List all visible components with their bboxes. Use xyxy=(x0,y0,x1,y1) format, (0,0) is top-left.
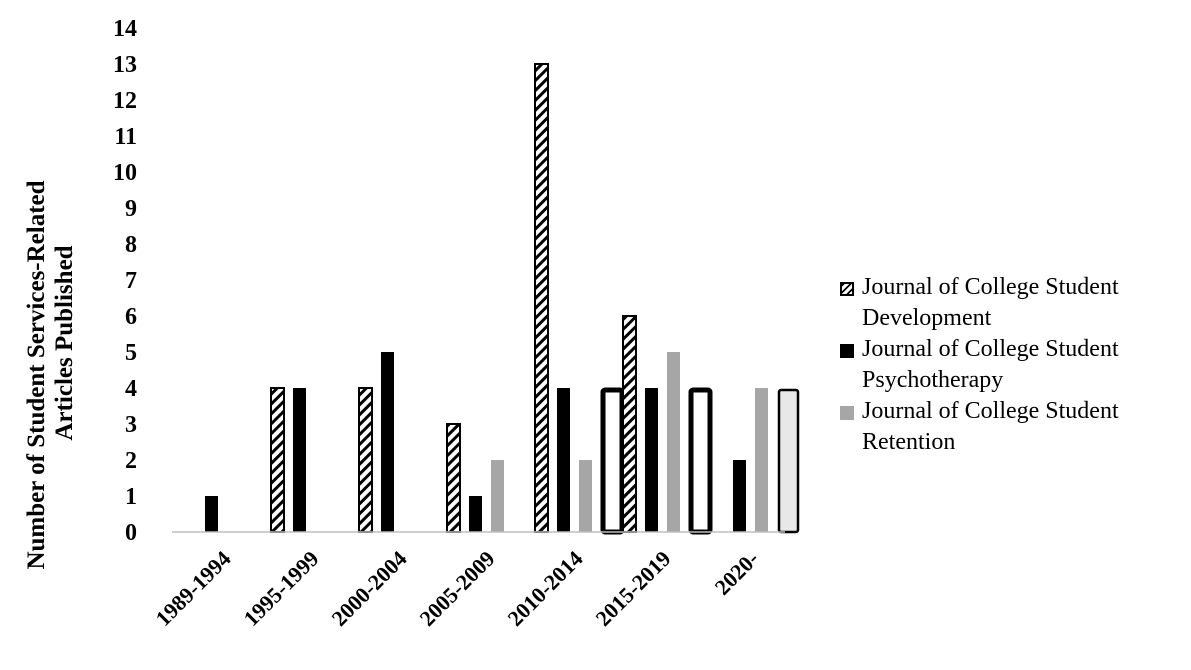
x-tick-label: 2000-2004 xyxy=(326,546,411,631)
legend-item-psychotherapy: Journal of College Student Psychotherapy xyxy=(836,334,1188,396)
y-tick-label: 0 xyxy=(125,520,137,546)
legend-item-development: Journal of College Student Development xyxy=(836,272,1188,334)
y-axis-title-line-1: Number of Student Services-Related xyxy=(23,180,50,569)
legend-label-line: Retention xyxy=(862,429,956,455)
x-tick-label: 1989-1994 xyxy=(150,546,235,631)
y-tick-label: 11 xyxy=(114,124,137,150)
legend-swatch-hatched xyxy=(840,282,854,296)
y-axis-title-line-2: Articles Published xyxy=(51,245,78,440)
y-tick-label: 12 xyxy=(113,88,137,114)
y-tick-label: 10 xyxy=(113,160,137,186)
legend-item-retention: Journal of College Student Retention xyxy=(836,396,1188,458)
bar-2010-2014-series-4 xyxy=(600,387,625,535)
y-axis-title: Number of Student Services-Related Artic… xyxy=(23,180,78,569)
bar-2005-2009-series-3 xyxy=(491,460,504,532)
bar-2020-series-4 xyxy=(777,388,800,534)
bar-2020-series-3 xyxy=(755,388,768,532)
bar-2000-2004-series-1 xyxy=(358,387,373,533)
bars xyxy=(205,63,800,535)
bar-1989-1994-series-2 xyxy=(205,496,218,532)
x-tick-label: 1995-1999 xyxy=(238,546,323,631)
y-tick-label: 6 xyxy=(125,304,137,330)
legend-label-line: Journal of College Student xyxy=(862,398,1119,424)
x-tick-labels: 1989-1994 1995-1999 2000-2004 2005-2009 2010… xyxy=(150,546,763,631)
legend-label-line: Psychotherapy xyxy=(862,367,1004,393)
bar-2000-2004-series-2 xyxy=(381,352,394,532)
legend-swatch-gray xyxy=(840,406,854,420)
legend-label-line: Journal of College Student xyxy=(862,274,1119,300)
y-tick-label: 9 xyxy=(125,196,137,222)
bar-2010-2014-series-2 xyxy=(557,388,570,532)
bar-1995-1999-series-2 xyxy=(293,388,306,532)
y-tick-label: 7 xyxy=(125,268,137,294)
x-tick-label: 2010-2014 xyxy=(502,546,587,631)
bar-2015-2019-series-4 xyxy=(688,387,713,535)
legend-swatch-black xyxy=(840,344,854,358)
legend: Journal of College Student Development J… xyxy=(836,272,1188,458)
bar-2015-2019-series-2 xyxy=(645,388,658,532)
legend-label-line: Journal of College Student xyxy=(862,336,1119,362)
y-tick-label: 8 xyxy=(125,232,137,258)
x-tick-label: 2015-2019 xyxy=(590,546,675,631)
x-tick-label: 2005-2009 xyxy=(414,546,499,631)
y-tick-label: 3 xyxy=(125,412,137,438)
y-tick-label: 1 xyxy=(125,484,137,510)
bar-2005-2009-series-1 xyxy=(446,423,461,533)
y-tick-label: 4 xyxy=(125,376,137,402)
bar-2010-2014-series-1 xyxy=(534,63,549,533)
bar-2020-series-2 xyxy=(733,460,746,532)
bar-2015-2019-series-1 xyxy=(622,315,637,533)
y-tick-label: 5 xyxy=(125,340,137,366)
legend-label-line: Development xyxy=(862,305,992,331)
bar-1995-1999-series-1 xyxy=(270,387,285,533)
y-tick-label: 14 xyxy=(113,16,137,42)
bar-2015-2019-series-3 xyxy=(667,352,680,532)
y-tick-label: 2 xyxy=(125,448,137,474)
bar-2010-2014-series-3 xyxy=(579,460,592,532)
x-tick-label: 2020- xyxy=(710,546,764,600)
bar-2005-2009-series-2 xyxy=(469,496,482,532)
y-tick-label: 13 xyxy=(113,52,137,78)
